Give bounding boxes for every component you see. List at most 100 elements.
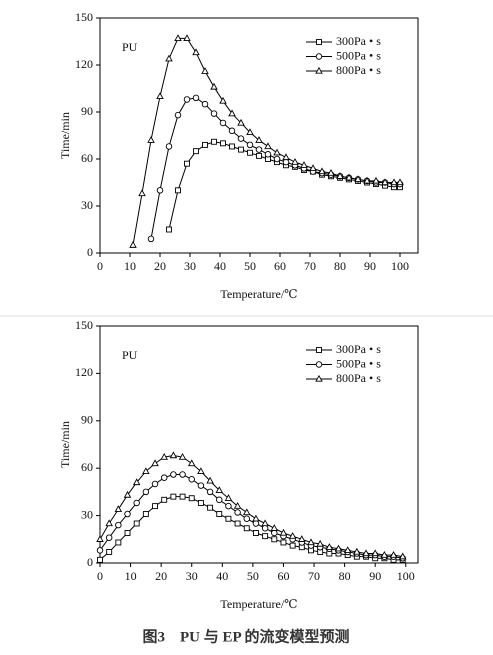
marker xyxy=(270,524,279,531)
marker xyxy=(160,474,168,481)
marker xyxy=(169,451,178,459)
marker xyxy=(371,549,379,557)
marker xyxy=(353,547,361,555)
x-tick-label: 60 xyxy=(274,259,286,273)
x-tick-label: 10 xyxy=(124,259,136,273)
marker xyxy=(334,544,343,552)
marker xyxy=(219,96,227,104)
x-tick-label: 100 xyxy=(397,569,415,583)
marker xyxy=(288,532,297,539)
x-tick-label: 90 xyxy=(369,569,381,583)
marker xyxy=(264,142,272,150)
x-tick-label: 30 xyxy=(186,569,198,583)
marker xyxy=(207,504,214,511)
marker xyxy=(129,241,137,248)
marker xyxy=(160,453,168,460)
x-tick-label: 100 xyxy=(391,259,409,273)
marker xyxy=(175,187,181,194)
marker xyxy=(215,486,224,493)
x-tick-label: 0 xyxy=(97,259,103,273)
marker xyxy=(256,152,262,159)
marker xyxy=(228,127,236,135)
marker xyxy=(96,547,104,554)
marker xyxy=(188,476,195,483)
marker xyxy=(192,94,200,102)
marker xyxy=(105,519,113,527)
marker xyxy=(115,521,122,529)
marker xyxy=(124,510,131,518)
marker xyxy=(247,149,253,156)
legend-marker xyxy=(315,66,323,74)
x-tick-label: 70 xyxy=(308,569,320,583)
marker xyxy=(197,500,204,506)
marker xyxy=(233,501,242,509)
y-tick-label: 60 xyxy=(81,460,93,474)
marker xyxy=(345,173,353,181)
series-line xyxy=(99,455,403,558)
marker xyxy=(243,508,251,516)
legend-marker xyxy=(316,347,322,353)
marker xyxy=(183,96,191,103)
x-tick-label: 90 xyxy=(364,259,376,273)
marker xyxy=(124,530,131,536)
marker xyxy=(174,34,182,42)
marker xyxy=(237,118,245,126)
marker xyxy=(197,482,205,489)
marker xyxy=(147,235,155,243)
y-tick-label: 60 xyxy=(81,151,93,165)
marker xyxy=(309,164,317,172)
marker xyxy=(224,494,233,501)
marker xyxy=(201,67,209,74)
marker xyxy=(246,128,254,136)
marker xyxy=(151,480,159,488)
marker xyxy=(138,189,146,197)
marker xyxy=(271,536,278,543)
marker xyxy=(152,503,158,510)
y-tick-label: 30 xyxy=(81,507,93,521)
marker xyxy=(197,467,205,475)
marker xyxy=(97,556,103,563)
y-tick-label: 120 xyxy=(75,57,93,71)
marker xyxy=(363,176,371,184)
marker xyxy=(123,490,132,498)
marker xyxy=(238,146,244,153)
legend-marker xyxy=(315,374,323,382)
marker xyxy=(225,502,232,510)
marker xyxy=(282,153,290,161)
x-tick-label: 20 xyxy=(155,569,167,583)
marker xyxy=(229,143,235,150)
marker xyxy=(273,148,281,156)
y-tick-label: 30 xyxy=(81,198,93,212)
marker xyxy=(252,530,259,536)
marker xyxy=(151,459,159,467)
x-tick-label: 0 xyxy=(97,569,103,583)
marker xyxy=(184,160,190,167)
marker xyxy=(156,92,164,99)
marker xyxy=(206,476,214,484)
marker xyxy=(105,534,113,541)
x-axis-title: Temperature/℃ xyxy=(220,597,297,611)
marker xyxy=(372,176,380,184)
marker xyxy=(165,143,173,150)
marker xyxy=(142,467,150,475)
marker xyxy=(327,168,335,176)
marker xyxy=(380,550,389,558)
legend-label: 500Pa • s xyxy=(336,48,381,62)
marker xyxy=(133,499,140,507)
series-line xyxy=(99,474,403,559)
marker xyxy=(114,505,123,512)
marker xyxy=(170,493,177,500)
marker xyxy=(255,146,263,153)
marker xyxy=(389,550,398,558)
marker xyxy=(183,34,191,42)
marker xyxy=(211,138,217,145)
legend-label: 300Pa • s xyxy=(336,34,381,48)
series-line xyxy=(168,141,400,230)
legend-marker xyxy=(315,361,323,368)
marker xyxy=(106,548,113,555)
marker xyxy=(225,515,232,522)
marker xyxy=(166,226,172,233)
marker xyxy=(219,119,227,127)
series-line xyxy=(150,97,400,239)
